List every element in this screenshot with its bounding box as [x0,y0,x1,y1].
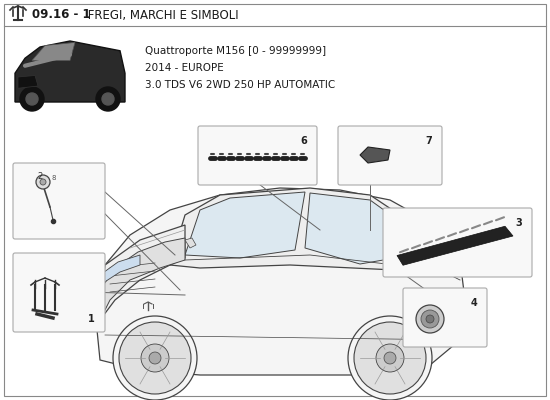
Polygon shape [305,193,395,264]
Circle shape [376,344,404,372]
Text: 1: 1 [88,314,95,324]
Circle shape [416,305,444,333]
Circle shape [119,322,191,394]
Text: 8: 8 [51,175,56,181]
Circle shape [348,316,432,400]
Text: 7: 7 [425,136,432,146]
Polygon shape [18,76,38,88]
Circle shape [141,344,169,372]
Circle shape [26,93,38,105]
Circle shape [20,87,44,111]
Circle shape [102,93,114,105]
Polygon shape [97,238,185,320]
FancyBboxPatch shape [13,253,105,332]
Polygon shape [95,188,465,375]
Polygon shape [185,238,196,248]
Polygon shape [397,226,513,265]
Polygon shape [100,225,185,320]
FancyBboxPatch shape [13,163,105,239]
Text: 3: 3 [515,218,522,228]
FancyBboxPatch shape [383,208,532,277]
Text: 2014 - EUROPE: 2014 - EUROPE [145,63,224,73]
Text: 2: 2 [37,172,42,181]
Polygon shape [360,147,390,163]
Polygon shape [32,42,75,60]
Circle shape [384,352,396,364]
Circle shape [421,310,439,328]
Polygon shape [100,255,140,285]
Polygon shape [185,192,305,258]
Circle shape [426,315,434,323]
FancyBboxPatch shape [198,126,317,185]
FancyBboxPatch shape [338,126,442,185]
Text: 6: 6 [300,136,307,146]
Text: 09.16 - 1: 09.16 - 1 [32,8,91,22]
Text: Quattroporte M156 [0 - 99999999]: Quattroporte M156 [0 - 99999999] [145,46,326,56]
Circle shape [354,322,426,394]
Polygon shape [15,41,125,102]
Circle shape [40,179,46,185]
Circle shape [36,175,50,189]
Circle shape [149,352,161,364]
Polygon shape [170,188,410,270]
Circle shape [96,87,120,111]
Text: FREGI, MARCHI E SIMBOLI: FREGI, MARCHI E SIMBOLI [84,8,239,22]
Circle shape [113,316,197,400]
FancyBboxPatch shape [403,288,487,347]
Text: 3.0 TDS V6 2WD 250 HP AUTOMATIC: 3.0 TDS V6 2WD 250 HP AUTOMATIC [145,80,336,90]
Text: 4: 4 [470,298,477,308]
